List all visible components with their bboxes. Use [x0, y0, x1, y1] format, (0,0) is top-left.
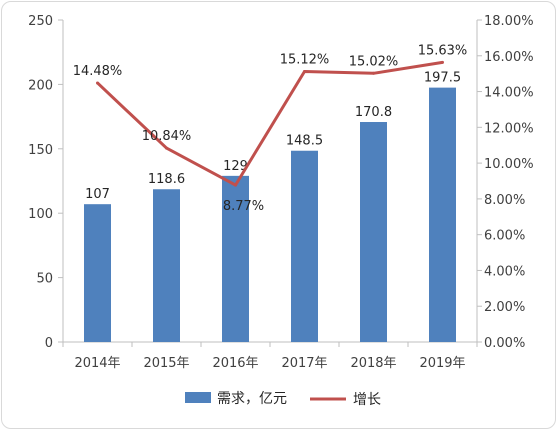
right-tick-label: 8.00%: [484, 193, 525, 208]
growth-point: [96, 81, 99, 85]
right-tick-label: 0.00%: [484, 336, 525, 351]
growth-line: [96, 60, 443, 187]
line-data-label: 15.02%: [349, 54, 399, 69]
line-data-label: 10.84%: [142, 129, 192, 144]
right-tick-label: 12.00%: [484, 121, 534, 136]
right-tick-label: 6.00%: [484, 229, 525, 244]
x-tick-label: 2018年: [350, 356, 396, 371]
right-tick-label: 4.00%: [484, 264, 525, 279]
left-tick-label: 200: [28, 78, 53, 93]
right-tick-label: 2.00%: [484, 300, 525, 315]
growth-point: [441, 60, 444, 64]
bar: [429, 87, 456, 343]
growth-point: [372, 71, 375, 75]
bar: [360, 122, 387, 342]
bar-data-label: 129: [223, 159, 248, 174]
x-tick-label: 2015年: [143, 356, 189, 371]
left-tick-label: 150: [28, 143, 53, 158]
bar: [84, 204, 111, 342]
left-tick-label: 50: [36, 272, 53, 287]
left-tick-label: 250: [28, 14, 53, 29]
bar-data-label: 118.6: [148, 172, 185, 187]
legend-bar-swatch: [185, 392, 211, 403]
bar: [291, 150, 318, 342]
growth-point: [234, 183, 237, 187]
growth-point: [303, 70, 306, 74]
legend-bar-label: 需求，亿元: [217, 391, 287, 407]
right-tick-label: 10.00%: [484, 157, 534, 172]
bar-data-label: 148.5: [286, 134, 323, 149]
line-data-label: 15.12%: [280, 53, 330, 68]
line-data-label: 14.48%: [73, 64, 123, 79]
x-tick-label: 2019年: [419, 356, 465, 371]
left-tick-label: 100: [28, 207, 53, 222]
right-tick-label: 14.00%: [484, 86, 534, 101]
left-tick-label: 0: [45, 336, 53, 351]
growth-point: [165, 146, 168, 150]
legend-line-label: 增长: [353, 392, 381, 408]
x-tick-label: 2016年: [212, 356, 258, 371]
x-tick-label: 2017年: [281, 356, 327, 371]
bar-data-label: 107: [85, 187, 110, 202]
bar: [222, 175, 249, 342]
right-tick-label: 16.00%: [484, 50, 534, 65]
right-tick-label: 18.00%: [484, 14, 534, 29]
bar-data-label: 197.5: [424, 71, 461, 86]
bar-data-label: 170.8: [355, 105, 392, 120]
line-data-label: 15.63%: [418, 43, 468, 58]
line-data-label: 8.77%: [223, 199, 264, 214]
x-tick-label: 2014年: [74, 356, 120, 371]
bar: [153, 189, 180, 342]
